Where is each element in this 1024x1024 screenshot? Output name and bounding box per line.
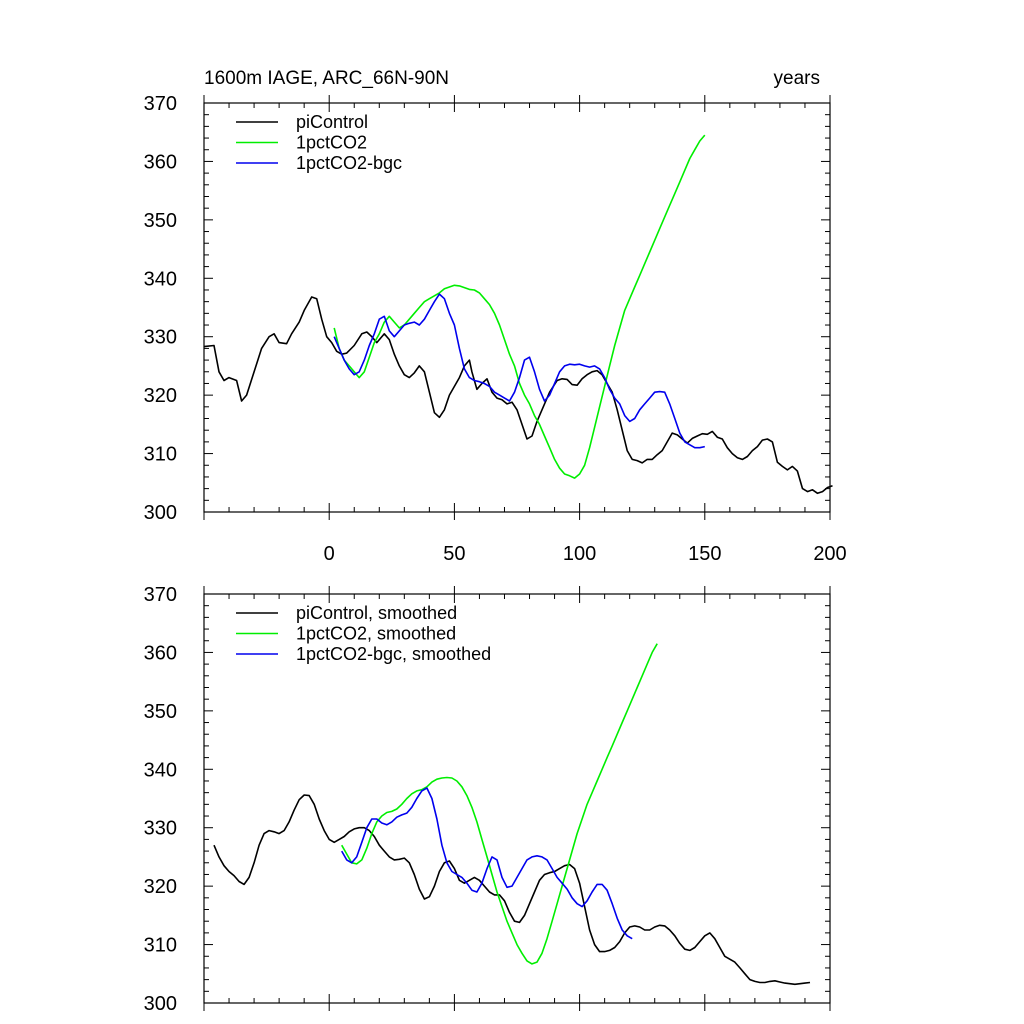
chart-panel-2: 300 310 320 330 340 350 360 370 piControl, smoot… [144, 584, 831, 1015]
series-line-2 [333, 134, 706, 479]
y-tick-label: 320 [144, 385, 177, 407]
legend-label-2: 1pctCO2 [296, 133, 367, 153]
x-tick-label: 0 [324, 543, 335, 565]
chart-panel-1: 300 310 320 330 340 350 360 370 0 50 100 150 200 1600… [144, 68, 847, 565]
y-tick-label: 370 [144, 584, 177, 606]
y-tick-label: 320 [144, 876, 177, 898]
y-tick-label: 300 [144, 502, 177, 524]
legend-label-3: 1pctCO2-bgc, smoothed [296, 644, 491, 664]
chart-title: 1600m IAGE, ARC_66N-90N [204, 68, 449, 89]
y-tick-label: 300 [144, 993, 177, 1015]
plot-frame [203, 102, 831, 513]
y-tick-label: 310 [144, 444, 177, 466]
x-tick-label: 100 [563, 543, 596, 565]
series-line-3 [333, 293, 705, 449]
y-tick-label: 370 [144, 93, 177, 115]
y-tick-label: 340 [144, 268, 177, 290]
series-line-1 [203, 296, 833, 495]
y-tick-label: 330 [144, 327, 177, 349]
y-tick-label: 360 [144, 151, 177, 173]
series-line-2 [341, 643, 658, 965]
series-line-3 [341, 787, 633, 940]
legend-label-1: piControl [296, 112, 368, 132]
legend-label-1: piControl, smoothed [296, 603, 457, 623]
x-tick-label: 200 [813, 543, 846, 565]
x-tick-label: 50 [443, 543, 465, 565]
y-tick-label: 330 [144, 818, 177, 840]
y-tick-label: 310 [144, 935, 177, 957]
y-tick-label: 350 [144, 701, 177, 723]
y-tick-label: 360 [144, 642, 177, 664]
legend-label-3: 1pctCO2-bgc [296, 153, 402, 173]
y-tick-label: 340 [144, 759, 177, 781]
y-tick-label: 350 [144, 210, 177, 232]
legend-label-2: 1pctCO2, smoothed [296, 624, 456, 644]
x-tick-label: 150 [688, 543, 721, 565]
plot-frame [203, 593, 831, 1004]
series-line-1 [213, 794, 811, 986]
x-axis-units-label: years [774, 68, 820, 89]
